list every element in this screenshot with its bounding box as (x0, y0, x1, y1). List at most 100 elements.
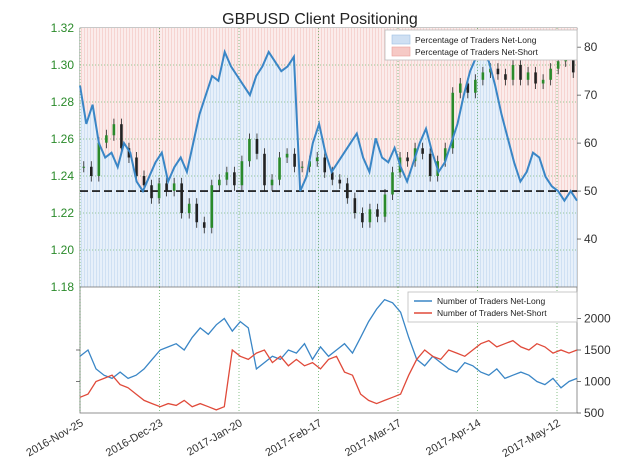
candle-body (270, 179, 274, 186)
candle-body (150, 185, 153, 199)
x-axis: 2016-Nov-25 2016-Dec-23 2017-Jan-20 2017-Fe… (24, 417, 562, 460)
candle-body (534, 72, 537, 84)
candle-body (187, 203, 191, 213)
candle-body (255, 139, 259, 154)
right-tick-label: 50 (584, 184, 598, 198)
x-tick-label: 2017-May-12 (500, 417, 562, 460)
candle-body (210, 185, 214, 228)
net-short-area (80, 28, 577, 201)
candle-body (474, 79, 477, 93)
left-tick-label: 1.20 (51, 243, 75, 257)
legend-label-net-long: Percentage of Traders Net-Long (415, 35, 537, 45)
candle-body (511, 65, 515, 80)
candle-body (202, 222, 206, 228)
left-tick-label: 1.24 (51, 169, 75, 183)
left-tick-label: 1.30 (51, 58, 75, 72)
candle-body (458, 83, 462, 93)
legend-top-box (384, 29, 578, 61)
left-tick-label: 1.28 (51, 95, 75, 109)
count-net-long-line (79, 298, 578, 389)
count-net-short-line (79, 339, 578, 411)
candle-body (481, 72, 485, 80)
candle-body (496, 68, 500, 75)
candle-body (105, 135, 108, 143)
bottom-right-tick-label: 1500 (584, 343, 611, 357)
candle-body (293, 153, 296, 167)
candle-body (376, 209, 379, 217)
candle-body (180, 183, 183, 213)
candle-body (315, 157, 319, 162)
candle-body (428, 153, 432, 176)
candle-body (549, 68, 552, 80)
bottom-right-tick-label: 500 (584, 406, 604, 420)
candle-body (195, 203, 199, 223)
bottom-right-tick-label: 2000 (584, 312, 611, 326)
candle-body (165, 183, 168, 191)
legend-swatch-net-short (391, 46, 411, 57)
net-long-line (79, 48, 578, 203)
legend-bottom: Number of Traders Net-Long Number of Tra… (407, 291, 578, 323)
x-tick-label: 2016-Dec-23 (104, 417, 165, 459)
legend-label-net-short: Percentage of Traders Net-Short (415, 47, 538, 57)
candle-body (323, 157, 327, 173)
x-tick-label: 2017-Apr-14 (424, 417, 483, 458)
legend-swatch-net-long (391, 34, 411, 45)
candle-body (278, 157, 281, 180)
x-tick-label: 2017-Feb-17 (263, 417, 324, 459)
legend-bottom-box (407, 291, 578, 323)
candle-body (300, 166, 304, 168)
x-tick-label: 2017-Mar-17 (343, 417, 404, 459)
candle-body (89, 166, 93, 176)
candle-body (466, 83, 470, 93)
candle-body (135, 157, 138, 176)
x-tick-label: 2017-Jan-20 (185, 417, 245, 458)
candle-body (127, 148, 131, 158)
candle-body (421, 148, 424, 154)
candle-body (172, 183, 176, 191)
candle-body (218, 179, 221, 186)
legend-label-count-long: Number of Traders Net-Long (437, 296, 545, 306)
candle-body (97, 142, 101, 176)
right-tick-label: 60 (584, 136, 598, 150)
candle-body (263, 153, 266, 186)
candle-body (157, 183, 161, 199)
candle-body (541, 79, 545, 84)
candle-body (346, 183, 349, 199)
right-tick-label: 70 (584, 88, 598, 102)
candle-body (240, 161, 244, 186)
chart-title: GBPUSD Client Positioning (222, 11, 418, 28)
candle-body (451, 92, 455, 149)
x-tick-label: 2016-Nov-25 (24, 417, 85, 459)
left-tick-label: 1.22 (51, 206, 75, 220)
left-tick-label: 1.18 (51, 280, 75, 294)
candle-body (368, 209, 372, 223)
candle-body (82, 166, 86, 168)
candle-body (443, 148, 447, 162)
candle-body (225, 172, 229, 180)
legend-label-count-short: Number of Traders Net-Short (437, 308, 547, 318)
candle-body (519, 65, 522, 80)
candle-body (526, 72, 530, 80)
candle-body (248, 139, 251, 162)
left-tick-label: 1.26 (51, 132, 75, 146)
candle-body (353, 198, 357, 213)
bottom-right-tick-label: 1000 (584, 375, 611, 389)
right-tick-label: 80 (584, 40, 598, 54)
candle-body (391, 172, 394, 195)
candle-body (285, 153, 289, 158)
candle-body (142, 176, 146, 186)
candle-body (504, 74, 507, 80)
candle-body (571, 55, 575, 73)
left-tick-label: 1.32 (51, 21, 75, 35)
right-tick-label: 40 (584, 232, 598, 246)
candle-body (383, 194, 387, 217)
candle-body (338, 179, 342, 184)
candle-body (233, 172, 236, 186)
candle-body (361, 213, 364, 223)
candle-body (406, 157, 409, 162)
candle-body (120, 124, 123, 149)
candle-body (112, 124, 116, 136)
candle-body (330, 172, 334, 180)
legend-top: Percentage of Traders Net-Long Percentag… (384, 29, 578, 61)
